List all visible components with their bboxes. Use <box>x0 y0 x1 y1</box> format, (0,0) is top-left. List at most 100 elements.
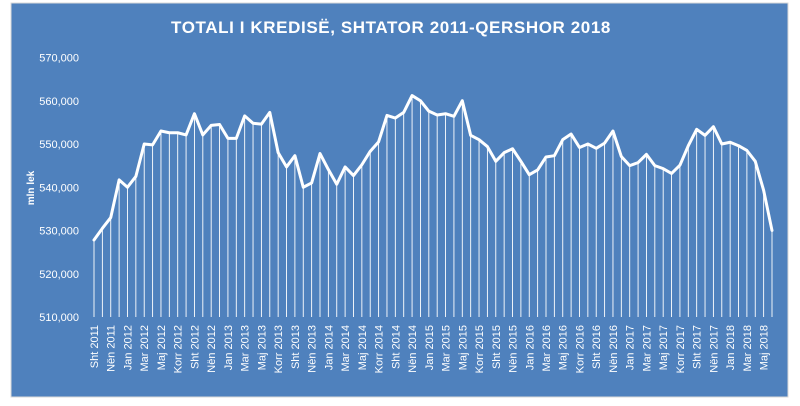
x-tick-label: Sht 2011 <box>89 325 101 368</box>
y-tick-label: 520,000 <box>39 269 79 281</box>
data-point <box>561 138 564 141</box>
data-point <box>444 112 447 115</box>
x-tick-label: Korr 2014 <box>374 325 386 373</box>
y-tick-label: 570,000 <box>39 53 79 65</box>
data-point <box>435 113 439 117</box>
data-point <box>770 229 774 232</box>
data-point <box>611 129 615 133</box>
data-point <box>126 186 129 189</box>
y-tick-label: 510,000 <box>39 312 79 324</box>
data-point <box>469 134 472 137</box>
data-point <box>645 153 648 156</box>
x-tick-label: Maj 2015 <box>457 325 469 370</box>
x-tick-label: Nën 2016 <box>608 325 620 373</box>
x-tick-label: Sht 2016 <box>591 325 603 369</box>
data-point <box>276 151 280 154</box>
data-point <box>586 142 590 146</box>
data-point <box>511 147 514 150</box>
data-point <box>628 164 631 167</box>
data-point <box>369 150 372 153</box>
data-point <box>720 142 723 146</box>
x-tick-label: Nën 2013 <box>307 325 319 373</box>
data-point <box>636 161 640 164</box>
data-point <box>343 165 347 169</box>
data-point <box>143 142 146 146</box>
data-point <box>260 122 263 126</box>
data-point <box>168 131 171 134</box>
data-point <box>754 160 757 163</box>
x-tick-label: Jan 2016 <box>524 325 536 370</box>
data-point <box>310 181 313 185</box>
data-point <box>385 114 389 117</box>
data-point <box>352 174 355 177</box>
data-point <box>184 133 188 137</box>
data-point <box>494 160 497 163</box>
x-tick-label: Maj 2018 <box>759 325 771 370</box>
data-point <box>335 183 338 186</box>
x-tick-label: Jan 2014 <box>323 325 335 370</box>
data-point <box>117 178 121 182</box>
y-tick-label: 540,000 <box>39 182 79 194</box>
data-point <box>193 112 196 115</box>
data-point <box>687 144 690 147</box>
data-point <box>251 122 255 125</box>
data-point <box>394 116 397 120</box>
data-point <box>268 111 271 114</box>
x-tick-label: Sht 2013 <box>290 325 302 369</box>
data-point <box>293 154 297 157</box>
x-tick-label: Sht 2014 <box>390 325 402 369</box>
x-tick-label: Maj 2014 <box>357 325 369 370</box>
x-tick-label: Nën 2014 <box>407 325 419 373</box>
data-point <box>109 216 112 219</box>
x-tick-label: Mar 2018 <box>742 325 754 371</box>
x-tick-label: Mar 2014 <box>340 325 352 371</box>
data-point <box>101 227 104 230</box>
data-point <box>569 132 573 136</box>
data-point <box>762 189 765 192</box>
data-point <box>285 165 288 169</box>
x-tick-label: Korr 2016 <box>574 325 586 373</box>
x-tick-label: Maj 2013 <box>256 325 268 370</box>
data-point <box>327 168 330 171</box>
data-point <box>661 167 665 170</box>
x-tick-label: Korr 2013 <box>273 325 285 373</box>
data-point <box>402 111 405 114</box>
data-point <box>427 109 431 113</box>
x-tick-label: Mar 2012 <box>139 325 151 371</box>
data-point <box>603 141 606 145</box>
data-point <box>235 137 238 140</box>
data-point <box>728 141 732 144</box>
data-point <box>209 124 213 127</box>
data-point <box>519 160 523 163</box>
x-tick-label: Mar 2015 <box>441 325 453 371</box>
x-tick-label: Nën 2017 <box>708 325 720 373</box>
data-point <box>502 151 506 154</box>
x-tick-label: Mar 2016 <box>541 325 553 371</box>
x-tick-label: Jan 2012 <box>122 325 134 370</box>
data-point <box>620 155 623 158</box>
x-tick-label: Mar 2013 <box>240 325 252 371</box>
data-point <box>461 99 464 102</box>
data-point <box>377 140 380 144</box>
x-tick-label: Mar 2017 <box>641 325 653 371</box>
y-tick-label: 560,000 <box>39 96 79 108</box>
series-line-group <box>92 94 774 242</box>
x-tick-labels: Sht 2011 Nën 2011 Jan 2012 Mar 2012 Maj 2012… <box>89 325 771 373</box>
y-tick-labels: 510,000 520,000 530,000 540,000 550,000 560,0… <box>39 53 79 325</box>
data-point <box>360 163 364 166</box>
x-tick-label: Jan 2018 <box>725 325 737 370</box>
data-point <box>695 128 698 131</box>
data-point <box>159 129 163 133</box>
data-point <box>745 149 749 152</box>
data-point <box>134 175 138 178</box>
x-tick-label: Nën 2015 <box>508 325 520 373</box>
x-tick-label: Jan 2015 <box>424 325 436 370</box>
data-point <box>92 238 96 242</box>
data-point <box>201 133 205 137</box>
y-tick-label: 530,000 <box>39 226 79 238</box>
data-point <box>653 164 657 167</box>
x-tick-label: Korr 2017 <box>675 325 687 373</box>
data-point <box>595 147 598 150</box>
